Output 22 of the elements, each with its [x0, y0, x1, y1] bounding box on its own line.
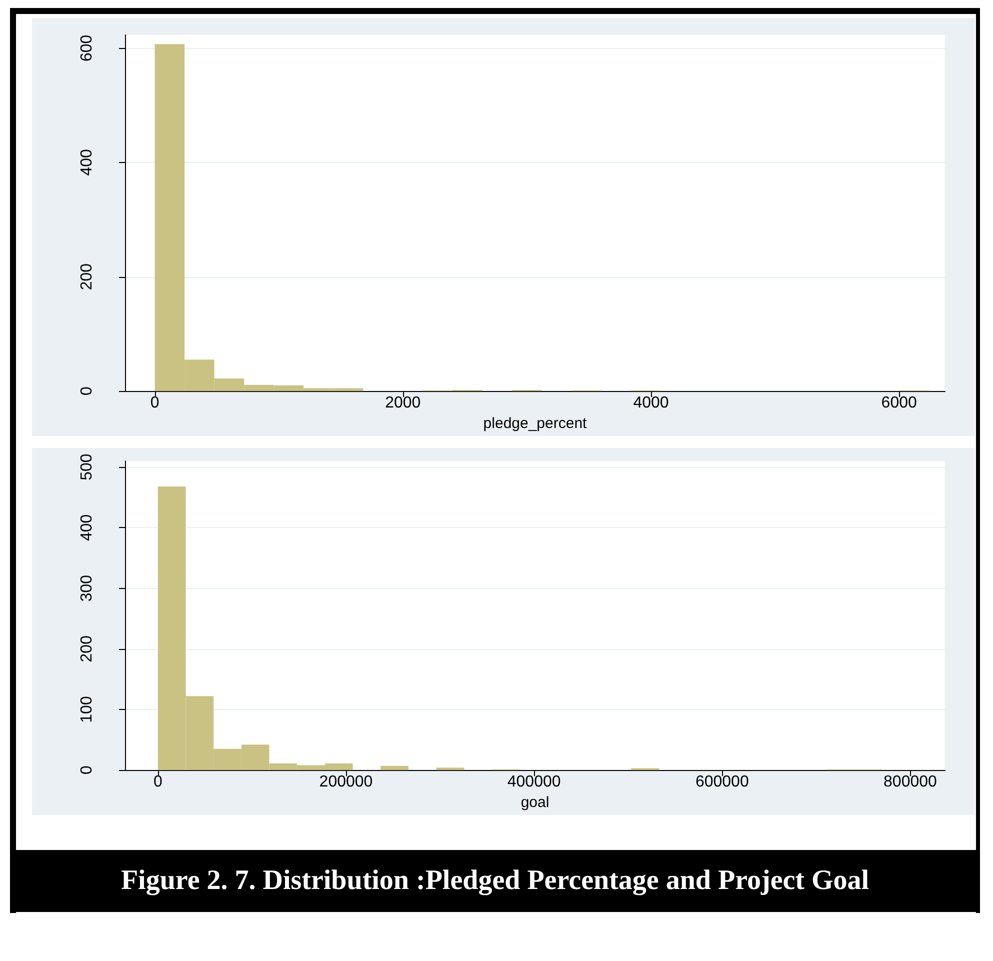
x-tick-label: 800000	[884, 774, 938, 791]
x-axis-title: goal	[520, 794, 550, 811]
caption: Figure 2. 7. Distribution :Pledged Percentage and Project Goal	[10, 850, 980, 912]
y-tick-label: 0	[78, 766, 96, 775]
x-tick-label: 6000	[881, 394, 917, 412]
y-tick-label: 200	[78, 635, 96, 662]
y-tick-label: 400	[78, 514, 96, 542]
y-tick-label: 200	[78, 263, 96, 290]
x-tick-label: 0	[150, 394, 160, 412]
x-tick-label: 200000	[319, 774, 373, 791]
x-tick-label: 400000	[507, 774, 561, 791]
x-axis-title: pledge_percent	[483, 415, 588, 432]
x-tick-label: 4000	[633, 394, 669, 412]
x-tick-label: 0	[153, 774, 162, 791]
y-tick-label: 500	[78, 454, 96, 480]
y-tick-label: 100	[78, 696, 96, 723]
x-tick-label: 2000	[385, 394, 421, 412]
x-tick-label: 600000	[695, 774, 749, 791]
y-tick-label: 0	[78, 386, 96, 396]
y-tick-label: 300	[78, 574, 96, 602]
y-tick-label: 400	[78, 149, 96, 176]
y-tick-label: 600	[78, 34, 96, 62]
